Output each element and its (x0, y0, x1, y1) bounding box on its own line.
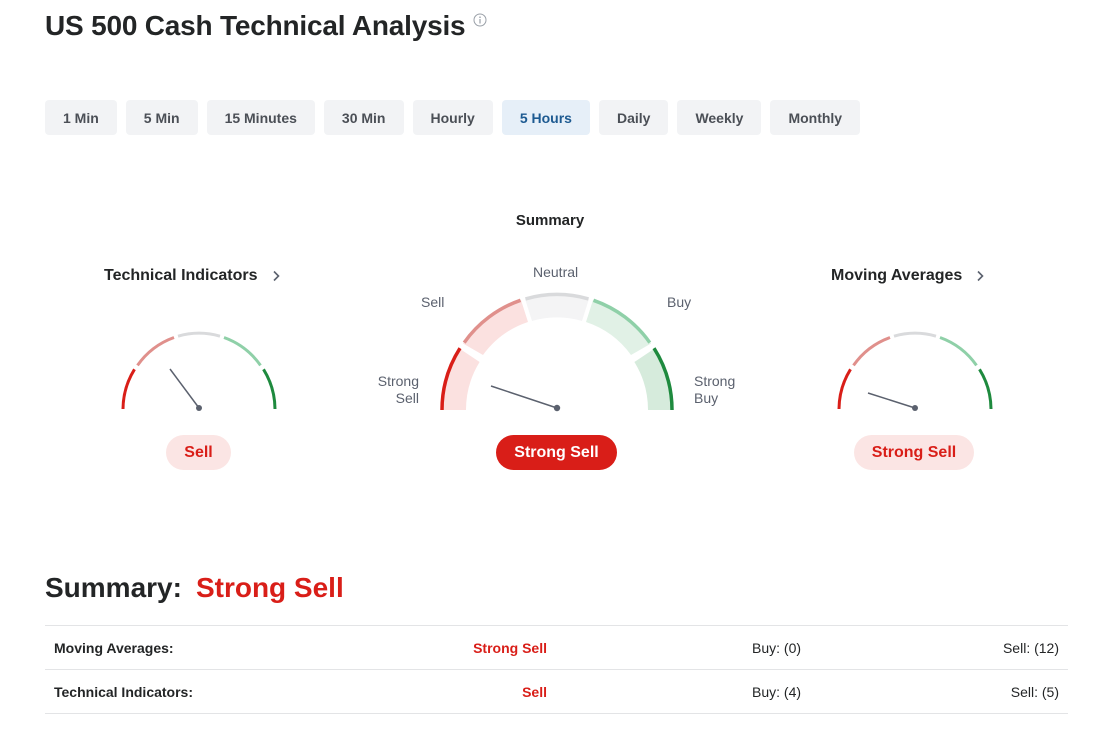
gauge-label-strong-buy-line2: Buy (694, 390, 719, 406)
gauge-fill-strong-sell (441, 348, 480, 410)
tab-hourly[interactable]: Hourly (412, 100, 493, 135)
technical-indicators-verdict-badge: Sell (166, 435, 231, 470)
tab-daily[interactable]: Daily (598, 100, 669, 135)
moving-averages-link[interactable]: Moving Averages (831, 267, 984, 285)
row-buy-count: Buy: (4) (752, 683, 802, 700)
row-name: Moving Averages: (54, 639, 174, 656)
row-buy-count: Buy: (0) (752, 639, 802, 656)
chevron-right-icon (977, 270, 984, 282)
tab-weekly[interactable]: Weekly (677, 100, 762, 135)
gauge-label-buy: Buy (667, 294, 692, 310)
gauge-label-strong-buy: Strong Buy (694, 373, 735, 407)
gauge-arc-buy (592, 298, 652, 344)
gauge-arc-buy (939, 336, 978, 367)
gauge-arc-strong-buy (978, 368, 993, 410)
gauge-fill-neutral (525, 294, 589, 321)
summary-gauge-svg (440, 292, 674, 412)
timeframe-tabs: 1 Min 5 Min 15 Minutes 30 Min Hourly 5 H… (45, 100, 861, 135)
gauge-label-strong-sell-line2: Sell (395, 390, 419, 406)
technical-indicators-gauge (119, 329, 279, 411)
gauge-label-strong-sell-line1: Strong (377, 373, 419, 389)
tab-1-min[interactable]: 1 Min (45, 100, 117, 135)
row-verdict: Sell (522, 683, 547, 700)
moving-averages-title: Moving Averages (831, 267, 963, 284)
tab-5-min[interactable]: 5 Min (125, 100, 198, 135)
gauge-arc-sell (852, 336, 891, 367)
gauge-needle-pivot (912, 405, 918, 411)
gauge-label-strong-buy-line1: Strong (694, 373, 736, 389)
gauge-fill-buy (586, 300, 651, 355)
summary-gauge (436, 290, 678, 416)
tab-5-hours[interactable]: 5 Hours (501, 100, 590, 135)
technical-indicators-title: Technical Indicators (104, 267, 258, 284)
gauge-needle-pivot (196, 405, 202, 411)
gauge-arc-sell (462, 298, 522, 344)
row-verdict: Strong Sell (473, 639, 547, 656)
summary-table: Moving Averages: Strong Sell Buy: (0) Se… (45, 625, 1068, 714)
page-title: US 500 Cash Technical Analysis (45, 10, 487, 42)
info-icon[interactable] (473, 13, 487, 27)
gauge-arc-strong-buy (262, 368, 277, 410)
row-name: Technical Indicators: (54, 683, 193, 700)
gauge-arc-strong-sell (440, 347, 462, 411)
summary-heading: Summary: Strong Sell (45, 572, 344, 604)
tab-15-minutes[interactable]: 15 Minutes (206, 100, 315, 135)
gauge-arc-strong-sell (837, 368, 852, 410)
moving-averages-verdict-badge: Strong Sell (854, 435, 974, 470)
gauge-arc-sell (136, 336, 175, 367)
technical-indicators-gauge-svg (121, 331, 277, 411)
gauge-label-sell: Sell (421, 294, 445, 310)
gauge-needle (490, 385, 558, 409)
gauge-needle (867, 392, 916, 409)
gauge-arc-neutral (177, 331, 221, 338)
moving-averages-gauge (835, 329, 995, 411)
gauge-label-strong-sell: Strong Sell (375, 373, 419, 407)
row-sell-count: Sell: (5) (1010, 683, 1059, 700)
gauge-arc-strong-buy (652, 347, 674, 411)
tab-30-min[interactable]: 30 Min (323, 100, 404, 135)
gauge-arc-neutral (893, 331, 937, 338)
gauge-arc-buy (223, 336, 262, 367)
gauge-arc-strong-sell (121, 368, 136, 410)
row-sell-count: Sell: (12) (1002, 639, 1059, 656)
page-title-text: US 500 Cash Technical Analysis (45, 10, 466, 41)
chevron-right-icon (272, 270, 280, 282)
gauge-fill-sell (463, 300, 528, 355)
technical-indicators-link[interactable]: Technical Indicators (104, 267, 280, 285)
table-row: Technical Indicators: Sell Buy: (4) Sell… (45, 670, 1068, 714)
table-row: Moving Averages: Strong Sell Buy: (0) Se… (45, 626, 1068, 670)
summary-gauge-title: Summary (515, 212, 585, 229)
gauge-fill-strong-buy (634, 348, 673, 410)
gauge-needle (169, 368, 200, 409)
summary-heading-label: Summary: (45, 572, 182, 603)
gauge-arc-neutral (525, 292, 589, 301)
tab-monthly[interactable]: Monthly (770, 100, 861, 135)
summary-verdict-badge: Strong Sell (496, 435, 617, 470)
gauge-label-neutral: Neutral (533, 264, 579, 280)
moving-averages-gauge-svg (837, 331, 993, 411)
summary-heading-verdict: Strong Sell (195, 572, 344, 603)
gauge-needle-pivot (553, 404, 561, 412)
